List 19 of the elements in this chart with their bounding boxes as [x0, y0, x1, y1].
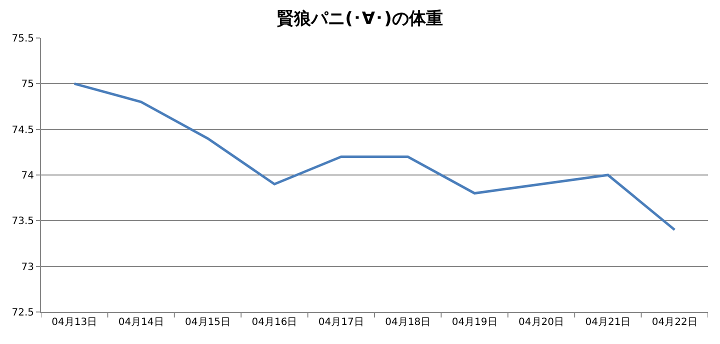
x-tick-label: 04月13日	[52, 317, 98, 328]
x-tick-label: 04月20日	[518, 317, 564, 328]
x-tick-label: 04月16日	[252, 317, 298, 328]
y-tick-label: 74.5	[12, 124, 34, 136]
y-tick-label: 73.5	[12, 216, 34, 228]
x-tick-label: 04月18日	[385, 317, 431, 328]
y-tick-label: 72.5	[12, 308, 34, 318]
x-tick-label: 04月14日	[118, 317, 164, 328]
x-tick-label: 04月19日	[452, 317, 498, 328]
y-tick-label: 73	[21, 262, 34, 273]
line-series	[73, 82, 676, 232]
x-tick-label: 04月21日	[585, 317, 631, 328]
x-tick-label: 04月22日	[652, 317, 698, 328]
y-tick-label: 75	[21, 79, 34, 90]
y-tick-label: 75.5	[12, 34, 34, 44]
chart-title: 賢狼パニ(･∀･)の体重	[276, 8, 443, 29]
x-tick-label: 04月17日	[318, 317, 364, 328]
y-tick-label: 74	[21, 170, 34, 182]
x-tick-label: 04月15日	[185, 317, 230, 328]
